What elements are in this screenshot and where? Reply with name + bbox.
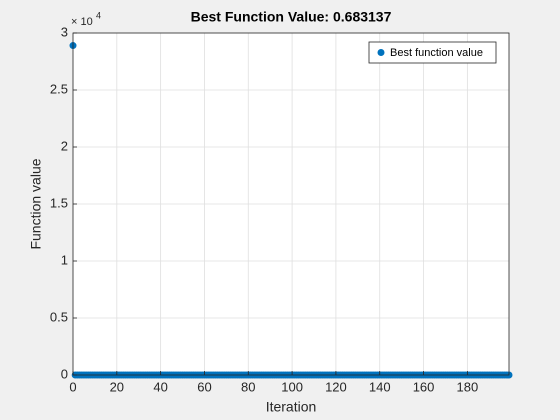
legend-marker [377,49,385,56]
y-tick-label: 2 [61,138,68,153]
y-multiplier-power: 4 [96,10,101,20]
y-multiplier: × 10 [71,16,93,28]
x-tick-label: 180 [457,379,479,394]
legend-label: Best function value [390,47,483,59]
x-tick-label: 40 [153,379,167,394]
x-tick-label: 0 [69,379,76,394]
y-tick-label: 2.5 [50,81,68,96]
x-tick-label: 140 [369,379,391,394]
x-axis-label: Iteration [266,399,317,415]
x-tick-label: 100 [281,379,303,394]
y-axis-label: Function value [28,158,44,249]
y-tick-label: 0.5 [50,309,68,324]
x-tick-label: 60 [197,379,211,394]
legend-box [368,41,497,64]
y-tick-label: 1 [61,252,68,267]
x-tick-label: 20 [110,379,124,394]
chart-title: Best Function Value: 0.683137 [191,9,392,25]
y-tick-label: 1.5 [50,195,68,210]
x-tick-label: 80 [241,379,255,394]
legend: Best function value [368,41,497,64]
x-tick-label: 120 [325,379,347,394]
y-tick-label: 0 [61,366,68,381]
y-tick-label: 3 [61,24,68,39]
x-tick-label: 160 [413,379,435,394]
